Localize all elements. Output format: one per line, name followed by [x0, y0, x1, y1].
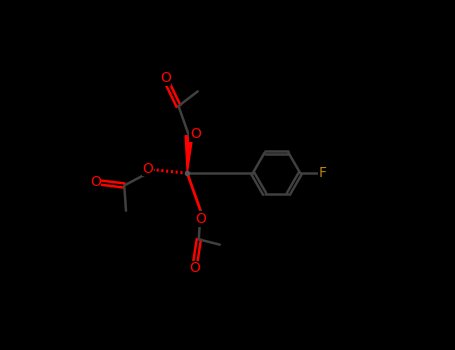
- Text: O: O: [190, 127, 201, 141]
- Text: F: F: [318, 166, 327, 180]
- Text: O: O: [196, 212, 206, 226]
- Text: O: O: [160, 71, 171, 85]
- Text: O: O: [142, 162, 153, 176]
- Polygon shape: [185, 135, 193, 173]
- Text: O: O: [90, 175, 101, 189]
- Text: O: O: [189, 261, 200, 275]
